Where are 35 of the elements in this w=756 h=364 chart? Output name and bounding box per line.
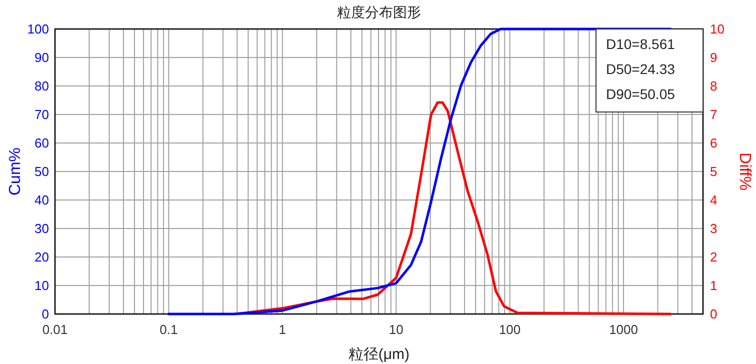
y-tick-label: 60 bbox=[34, 136, 49, 150]
x-axis-title: 粒径(μm) bbox=[348, 346, 410, 363]
x-tick-label: 1 bbox=[278, 322, 286, 337]
y2-tick-label: 10 bbox=[710, 22, 724, 36]
y2-tick-label: 6 bbox=[710, 136, 718, 150]
y2-tick-label: 4 bbox=[710, 192, 718, 208]
y-tick-label: 90 bbox=[34, 50, 49, 65]
y2-tick-label: 9 bbox=[710, 50, 718, 65]
y2-tick-label: 5 bbox=[710, 164, 718, 179]
y-tick-label: 0 bbox=[42, 306, 49, 322]
x-tick-label: 100 bbox=[498, 322, 521, 337]
y-tick-label: 70 bbox=[34, 107, 49, 122]
x-tick-label: 0.1 bbox=[160, 322, 178, 337]
annotation: D10=8.561 bbox=[606, 36, 676, 52]
y-tick-label: 100 bbox=[27, 22, 49, 36]
x-tick-label: 0.01 bbox=[42, 322, 68, 337]
y-tick-label: 40 bbox=[34, 192, 49, 208]
annotation: D90=50.05 bbox=[606, 86, 676, 102]
x-tick-label: 10 bbox=[388, 322, 404, 337]
y-tick-label: 50 bbox=[34, 164, 49, 179]
y2-tick-label: 7 bbox=[710, 107, 718, 122]
y2-tick-label: 3 bbox=[710, 221, 718, 236]
y-tick-label: 80 bbox=[34, 78, 49, 94]
y-tick-label: 30 bbox=[34, 221, 49, 236]
chart-title: 粒度分布图形 bbox=[337, 4, 421, 20]
y-tick-label: 20 bbox=[34, 250, 49, 264]
y-tick-label: 10 bbox=[34, 278, 49, 293]
y2-tick-label: 1 bbox=[710, 278, 718, 293]
y-axis-title: Cum% bbox=[7, 147, 24, 196]
y2-tick-label: 8 bbox=[710, 78, 718, 94]
y2-axis-title: Diff% bbox=[736, 152, 753, 190]
y2-tick-label: 0 bbox=[710, 306, 718, 322]
y2-tick-label: 2 bbox=[710, 250, 718, 264]
x-tick-label: 1000 bbox=[609, 322, 638, 337]
annotation: D50=24.33 bbox=[606, 61, 676, 77]
